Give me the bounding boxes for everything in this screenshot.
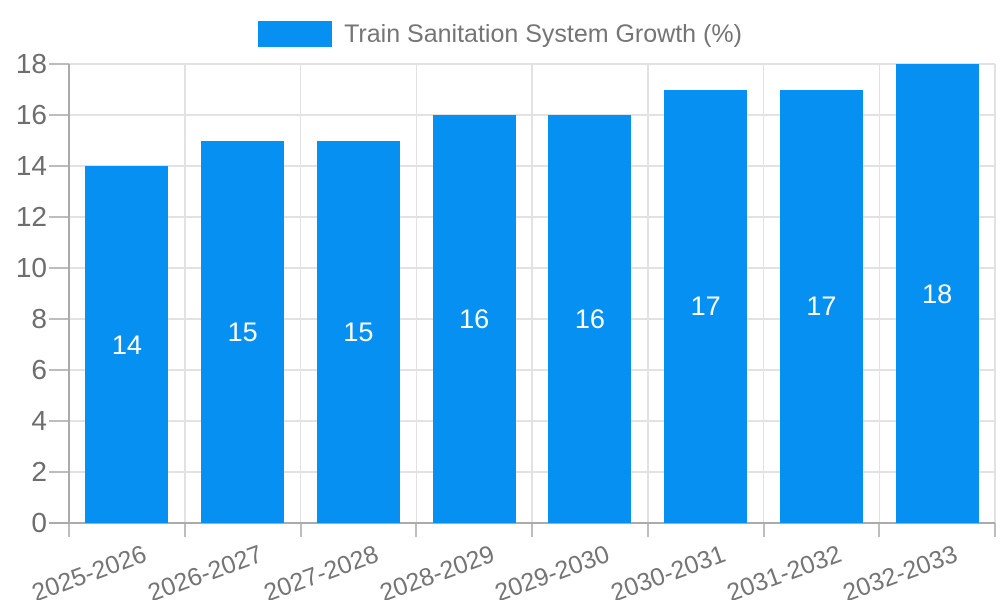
bar — [201, 140, 285, 523]
bar-value-label: 16 — [574, 304, 605, 334]
y-tick-label: 16 — [15, 99, 47, 130]
bar-value-label: 17 — [806, 291, 837, 322]
gridline-vertical — [762, 64, 765, 523]
bar-value-label: 14 — [111, 329, 142, 360]
bar — [316, 140, 400, 523]
gridline-vertical — [299, 64, 302, 523]
x-axis-tick — [183, 523, 186, 537]
bar-value-label: 16 — [459, 304, 490, 334]
bar — [895, 64, 979, 523]
y-tick-label: 2 — [31, 456, 47, 487]
x-tick-label: 2029-2030 — [491, 540, 614, 600]
y-tick-label: 18 — [15, 48, 47, 79]
legend-label: Train Sanitation System Growth (%) — [344, 19, 742, 48]
bar-value-label: 18 — [922, 278, 953, 309]
x-axis-tick — [994, 523, 996, 537]
gridline-vertical — [878, 64, 880, 523]
y-tick-label: 4 — [31, 405, 47, 436]
y-axis-line — [67, 64, 70, 523]
y-axis-tick — [49, 318, 69, 320]
bar-value-label: 17 — [690, 291, 721, 322]
bar — [548, 115, 632, 523]
y-axis-tick — [49, 369, 69, 371]
gridline-vertical — [184, 64, 186, 523]
y-axis-tick — [49, 165, 69, 167]
x-axis-line — [49, 522, 995, 524]
y-tick-label: 14 — [15, 150, 47, 181]
y-axis-tick — [49, 63, 69, 65]
y-tick-label: 6 — [31, 354, 47, 385]
y-tick-label: 8 — [31, 303, 47, 334]
gridline-vertical — [415, 64, 417, 523]
gridline-vertical — [647, 64, 649, 523]
y-tick-label: 0 — [31, 507, 47, 538]
gridline-vertical — [994, 64, 996, 523]
x-tick-label: 2026-2027 — [144, 540, 267, 600]
gridline-vertical — [531, 64, 533, 523]
x-tick-label: 2025-2026 — [28, 540, 151, 600]
x-tick-label: 2030-2031 — [607, 540, 730, 600]
y-tick-label: 10 — [15, 252, 47, 283]
bar — [85, 166, 169, 523]
bar — [664, 89, 748, 523]
x-tick-label: 2027-2028 — [260, 540, 382, 600]
y-axis-tick — [49, 420, 69, 422]
x-tick-label: 2032-2033 — [838, 540, 961, 600]
y-tick-label: 12 — [15, 201, 47, 232]
legend-swatch — [258, 21, 333, 47]
x-axis-tick — [299, 523, 302, 537]
bar — [432, 115, 516, 523]
y-axis-tick — [49, 267, 69, 269]
bar — [779, 89, 863, 523]
y-axis-tick — [49, 216, 69, 218]
bar-value-label: 15 — [227, 316, 258, 347]
x-axis-tick — [68, 523, 70, 537]
x-axis-tick — [878, 523, 881, 537]
x-axis-tick — [415, 523, 418, 537]
x-axis-tick — [531, 523, 533, 537]
x-axis-tick — [762, 523, 765, 537]
bar-value-label: 15 — [343, 316, 374, 347]
x-tick-label: 2031-2032 — [723, 540, 845, 600]
y-axis-tick — [49, 471, 69, 473]
chart-legend: Train Sanitation System Growth (%) — [0, 19, 1000, 48]
x-tick-label: 2028-2029 — [375, 540, 498, 600]
x-axis-tick — [646, 523, 649, 537]
y-axis-tick — [49, 114, 69, 116]
